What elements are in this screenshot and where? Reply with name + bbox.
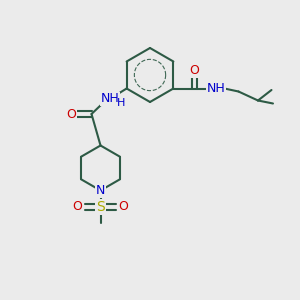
Text: NH: NH: [101, 92, 119, 106]
Text: O: O: [73, 200, 82, 214]
Text: O: O: [189, 64, 199, 77]
Text: O: O: [67, 107, 76, 121]
Text: S: S: [96, 200, 105, 214]
Text: NH: NH: [207, 82, 225, 95]
Text: O: O: [119, 200, 129, 214]
Text: N: N: [96, 184, 105, 197]
Text: H: H: [117, 98, 126, 109]
